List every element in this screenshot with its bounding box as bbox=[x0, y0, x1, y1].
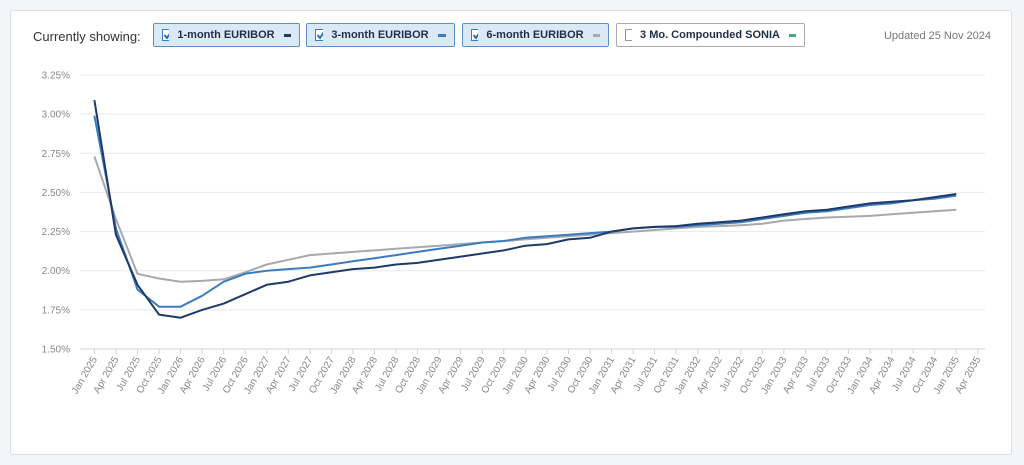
series-line bbox=[93, 156, 957, 283]
checkbox[interactable] bbox=[471, 29, 479, 41]
legend-swatch bbox=[283, 33, 291, 37]
y-tick-label: 1.50% bbox=[42, 345, 70, 356]
y-tick-label: 3.25% bbox=[42, 71, 70, 82]
legend-swatch bbox=[788, 33, 796, 37]
y-tick-label: 2.50% bbox=[42, 188, 70, 199]
legend-swatch bbox=[592, 33, 600, 37]
legend-label: 1-month EURIBOR bbox=[177, 29, 275, 41]
series-line bbox=[93, 115, 957, 308]
card: Currently showing: Updated 25 Nov 2024 1… bbox=[10, 10, 1012, 455]
checkbox[interactable] bbox=[315, 29, 324, 41]
series-toggle[interactable]: 3-month EURIBOR bbox=[306, 23, 455, 47]
y-tick-label: 2.75% bbox=[42, 149, 70, 160]
y-tick-label: 2.25% bbox=[42, 227, 70, 238]
legend-label: 3 Mo. Compounded SONIA bbox=[640, 29, 780, 41]
series-line bbox=[93, 99, 957, 319]
checkbox[interactable] bbox=[625, 29, 633, 41]
y-tick-label: 1.75% bbox=[42, 305, 70, 316]
y-tick-label: 3.00% bbox=[42, 110, 70, 121]
checkbox[interactable] bbox=[162, 29, 170, 41]
filter-label: Currently showing: bbox=[33, 29, 141, 44]
legend-swatch bbox=[437, 33, 446, 37]
y-tick-label: 2.00% bbox=[42, 266, 70, 277]
series-toggle[interactable]: 3 Mo. Compounded SONIA bbox=[616, 23, 805, 47]
legend-label: 6-month EURIBOR bbox=[486, 29, 584, 41]
series-toggle[interactable]: 6-month EURIBOR bbox=[462, 23, 609, 47]
updated-date: Updated 25 Nov 2024 bbox=[883, 30, 991, 42]
legend-label: 3-month EURIBOR bbox=[331, 29, 429, 41]
series-toggle[interactable]: 1-month EURIBOR bbox=[153, 23, 300, 47]
